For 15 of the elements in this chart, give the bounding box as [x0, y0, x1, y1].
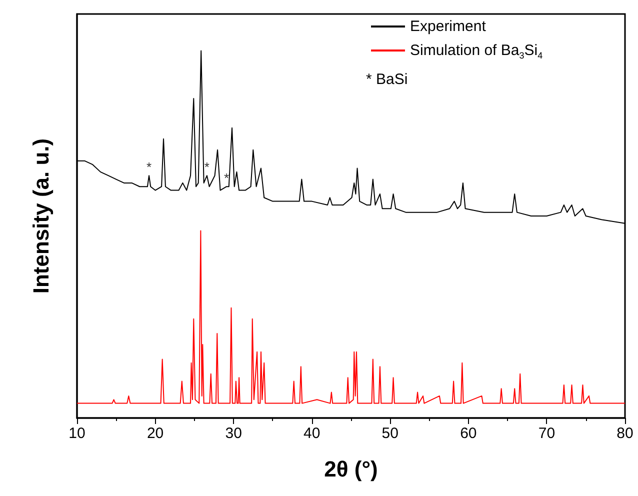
x-tick-label: 30	[225, 425, 242, 442]
legend-label: Experiment	[410, 18, 487, 35]
x-tick-label: 20	[146, 425, 164, 442]
x-tick-label: 10	[68, 425, 86, 442]
x-tick-label: 50	[382, 425, 398, 442]
annotation: * BaSi	[366, 71, 408, 88]
annotation: *	[224, 170, 230, 186]
x-tick-label: 60	[460, 425, 477, 442]
x-tick-label: 80	[616, 425, 634, 442]
x-tick-label: 70	[538, 425, 556, 442]
annotation: *	[204, 160, 210, 175]
y-axis-title: Intensity (a. u.)	[28, 138, 54, 294]
x-tick-label: 40	[304, 425, 320, 442]
x-axis-title: 2θ (°)	[324, 456, 378, 482]
annotation: *	[146, 160, 152, 175]
